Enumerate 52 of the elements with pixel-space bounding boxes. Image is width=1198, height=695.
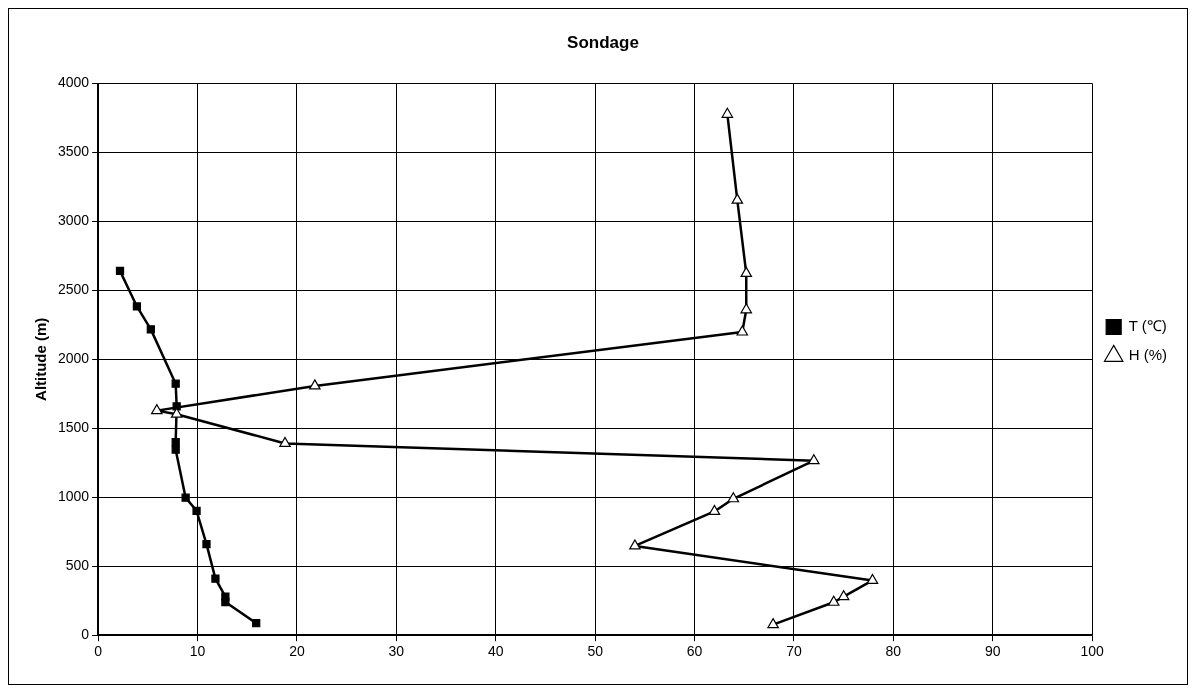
y-tick-label: 2000 bbox=[57, 350, 90, 367]
y-tick-label: 4000 bbox=[57, 74, 90, 91]
point bbox=[736, 325, 749, 336]
x-tick-label: 0 bbox=[94, 643, 103, 660]
legend-label: T (℃) bbox=[1128, 317, 1167, 335]
x-tick-label: 70 bbox=[786, 643, 802, 660]
point bbox=[727, 492, 740, 503]
point bbox=[181, 493, 190, 502]
y-tick-label: 2500 bbox=[57, 281, 90, 298]
y-tick-label: 3000 bbox=[57, 212, 90, 229]
y-tick-label: 3500 bbox=[57, 143, 90, 160]
point bbox=[151, 404, 163, 415]
point bbox=[252, 619, 261, 628]
point bbox=[221, 592, 230, 601]
point bbox=[866, 573, 879, 585]
point bbox=[192, 506, 201, 515]
x-tick-label: 20 bbox=[289, 643, 305, 660]
point bbox=[731, 193, 744, 204]
point bbox=[767, 617, 779, 629]
point bbox=[146, 325, 155, 334]
x-tick-label: 30 bbox=[388, 643, 405, 660]
point bbox=[171, 437, 180, 447]
point bbox=[837, 590, 850, 601]
point bbox=[740, 266, 753, 277]
point bbox=[740, 303, 753, 314]
point bbox=[132, 302, 142, 311]
x-tick-label: 80 bbox=[885, 643, 902, 660]
y-axis-title: Altitude (m) bbox=[32, 317, 50, 401]
x-tick-label: 60 bbox=[686, 643, 703, 660]
x-tick-label: 90 bbox=[984, 643, 1001, 660]
point bbox=[827, 595, 840, 606]
point bbox=[202, 540, 211, 549]
point bbox=[115, 266, 125, 276]
chart-title: Sondage bbox=[567, 32, 639, 52]
x-tick-label: 100 bbox=[1080, 643, 1105, 660]
point bbox=[309, 379, 321, 390]
y-tick-label: 1000 bbox=[57, 488, 90, 505]
y-tick-label: 1500 bbox=[57, 419, 90, 436]
point bbox=[708, 504, 721, 516]
point bbox=[279, 436, 291, 448]
x-tick-label: 40 bbox=[487, 643, 504, 660]
point bbox=[808, 454, 820, 465]
point bbox=[721, 107, 734, 118]
point bbox=[211, 574, 220, 583]
point bbox=[171, 445, 180, 454]
x-tick-label: 10 bbox=[189, 643, 206, 660]
y-tick-label: 0 bbox=[81, 626, 90, 643]
point bbox=[171, 379, 180, 388]
y-tick-label: 500 bbox=[65, 557, 90, 574]
legend-label: H (%) bbox=[1128, 346, 1167, 364]
x-tick-label: 50 bbox=[587, 643, 604, 660]
point bbox=[629, 539, 641, 550]
